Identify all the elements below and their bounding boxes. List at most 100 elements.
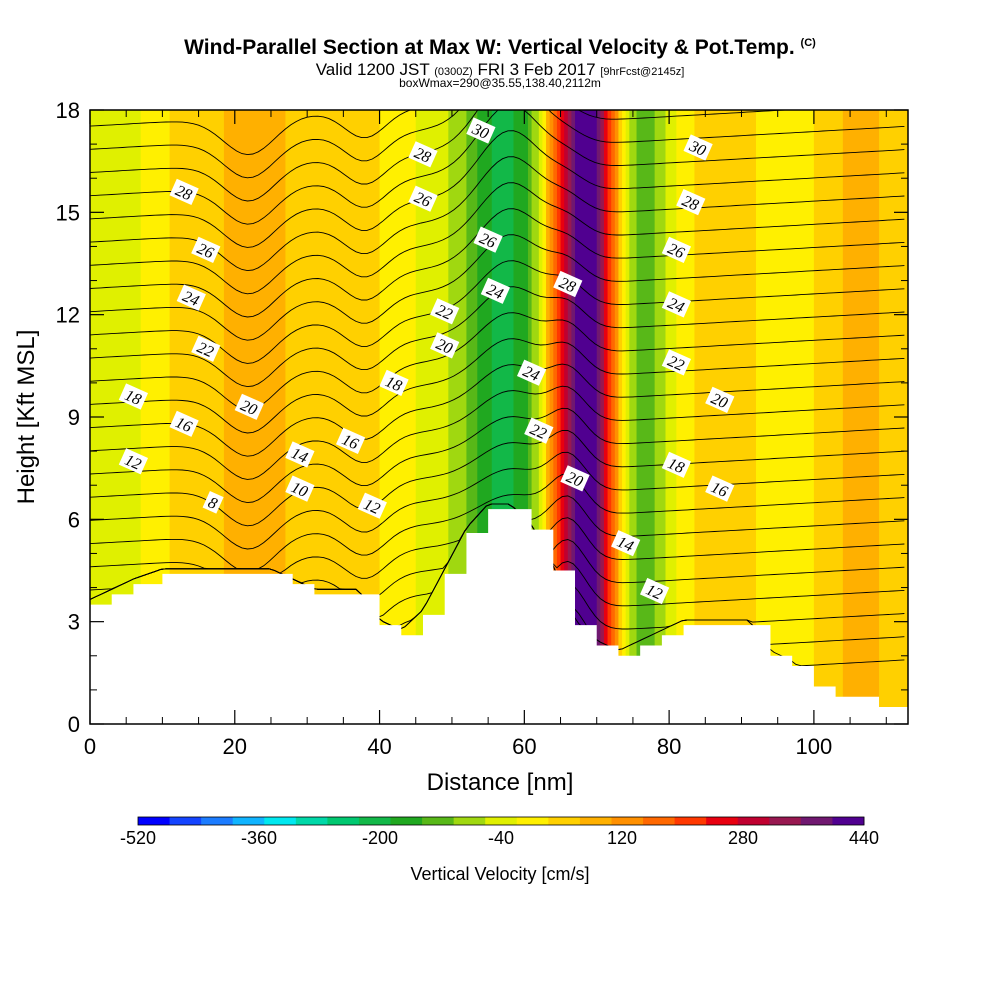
contour-label-bg — [676, 188, 706, 216]
colorbar-tick-label: 120 — [607, 828, 637, 848]
w-cell — [386, 110, 392, 724]
w-cell — [336, 110, 341, 724]
contour-label-bg — [466, 117, 496, 144]
x-tick-label: 20 — [223, 734, 247, 759]
w-cell — [422, 110, 428, 724]
w-cell — [828, 110, 833, 724]
contour-label: 16 — [705, 475, 735, 502]
w-cell — [289, 110, 294, 724]
contour-label-bg — [560, 465, 590, 492]
colorbar-swatch — [485, 817, 518, 825]
w-cell — [593, 110, 598, 724]
w-cell — [817, 110, 822, 724]
contour-label-bg — [202, 491, 224, 514]
contour-label-text: 30 — [469, 120, 491, 142]
w-cell — [470, 110, 475, 724]
contour-label-bg — [430, 332, 460, 359]
w-cell — [701, 110, 706, 724]
contour-label-text: 16 — [173, 414, 195, 436]
w-cell — [310, 110, 316, 724]
w-cell — [520, 110, 525, 724]
isentrope-18 — [90, 385, 905, 480]
w-cell — [868, 110, 873, 724]
contour-label: 14 — [611, 530, 641, 557]
contour-label-text: 12 — [361, 496, 383, 518]
colorbar-frame — [137, 816, 865, 826]
w-cell — [524, 110, 529, 724]
contour-label-text: 14 — [289, 445, 311, 467]
w-cell — [643, 110, 648, 724]
w-cell — [480, 110, 486, 724]
x-tick-label: 60 — [512, 734, 536, 759]
colorbar-tick-label: -200 — [362, 828, 398, 848]
contour-label-text: 18 — [383, 373, 405, 395]
w-cell — [647, 110, 652, 724]
w-cell — [234, 110, 239, 724]
w-cell — [198, 110, 203, 724]
contour-label-text: 26 — [477, 230, 499, 252]
contour-label-bg — [379, 369, 409, 397]
contour-label: 28 — [408, 141, 438, 168]
w-cell — [879, 110, 884, 724]
w-cell — [412, 110, 417, 724]
box-info: boxWmax=290@35.55,138.40,2112m — [399, 76, 601, 90]
colorbar-swatch — [138, 817, 170, 825]
chart-title-tag: (C) — [800, 37, 816, 49]
w-cell — [426, 110, 431, 724]
x-tick-label: 0 — [84, 734, 96, 759]
w-cell — [737, 110, 743, 724]
w-cell — [665, 110, 670, 724]
colorbar-swatch — [295, 817, 328, 825]
contour-label: 28 — [553, 270, 583, 298]
w-cell — [205, 110, 211, 724]
contour-label-bg — [553, 270, 583, 298]
contour-label: 12 — [357, 492, 387, 519]
w-cell — [104, 110, 109, 724]
w-cell — [719, 110, 725, 724]
isentrope-13 — [90, 495, 905, 579]
w-cell — [285, 110, 290, 724]
w-cell — [770, 110, 775, 724]
w-cell — [274, 110, 279, 724]
w-cell — [835, 110, 840, 724]
w-cell — [531, 110, 536, 724]
w-cell — [755, 110, 761, 724]
contour-label: 12 — [639, 577, 670, 605]
colorbar-swatch — [674, 817, 707, 825]
contour-label: 24 — [516, 359, 547, 386]
w-cell — [708, 110, 714, 724]
x-axis-label: Distance [nm] — [427, 769, 574, 796]
w-cell — [191, 110, 196, 724]
w-cell — [209, 110, 214, 724]
contour-label-text: 16 — [339, 431, 361, 453]
w-cell — [813, 110, 819, 724]
w-cell — [734, 110, 739, 724]
w-cell — [810, 110, 815, 724]
contour-label: 18 — [661, 451, 692, 478]
w-cell — [433, 110, 439, 724]
colorbar-swatch — [579, 817, 612, 825]
w-cell — [437, 110, 442, 724]
valid-time-utc: (0300Z) — [434, 66, 473, 78]
contour-label-text: 22 — [665, 353, 687, 375]
isentrope-21 — [90, 312, 905, 411]
contour-label-text: 20 — [564, 469, 586, 491]
colorbar-tick-label: -360 — [241, 828, 277, 848]
contour-label: 12 — [118, 448, 149, 475]
isentrope-27 — [90, 156, 905, 272]
w-cell — [567, 110, 572, 724]
w-cell — [448, 110, 453, 724]
contour-label: 30 — [466, 117, 496, 144]
colorbar-swatch — [264, 817, 297, 825]
w-cell — [151, 110, 156, 724]
w-cell — [299, 110, 305, 724]
colorbar-swatch — [453, 817, 486, 825]
w-cell — [842, 110, 848, 724]
contour-label: 20 — [234, 393, 264, 420]
w-cell — [727, 110, 732, 724]
contour-label-bg — [661, 451, 692, 478]
w-cell — [166, 110, 171, 724]
w-cell — [379, 110, 384, 724]
contour-label-bg — [639, 577, 670, 605]
w-cell — [383, 110, 388, 724]
